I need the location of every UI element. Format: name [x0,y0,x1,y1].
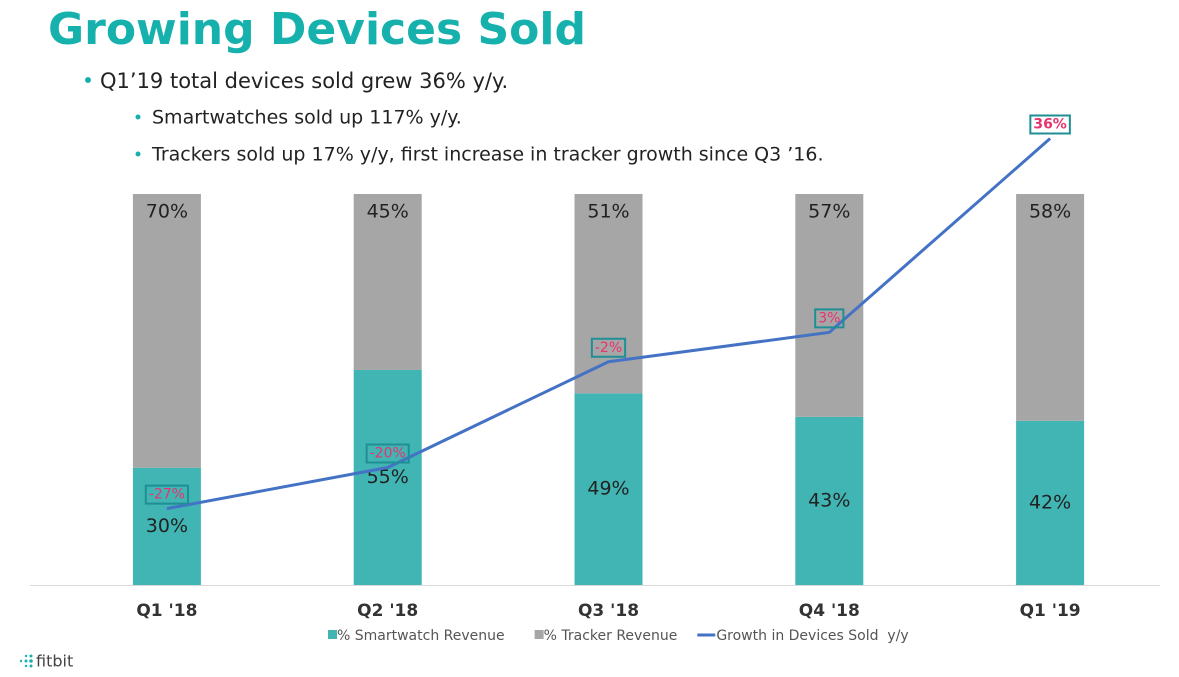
bar-segment [132,467,201,585]
bar-segment [574,194,643,394]
x-tick-label: Q1 '19 [1020,601,1081,621]
x-tick-label: Q2 '18 [357,601,418,621]
legend-label: % Tracker Revenue [544,628,678,644]
bar-label: 45% [367,201,409,223]
bullet: Smartwatches sold up 117% y/y. [152,107,462,129]
bar-label: 30% [146,515,188,537]
bar-label: 51% [587,201,629,223]
bullet-dot [135,151,141,157]
bullet: Q1’19 total devices sold grew 36% y/y. [100,69,508,93]
line-label-box [814,308,845,329]
line-label: -27% [149,487,185,503]
bar-segment [795,194,864,417]
logo-mark [19,654,33,668]
legend-swatch [328,630,337,639]
logo-text: fitbit [36,652,73,671]
bar-segment [1016,420,1085,585]
line-label-box [1029,114,1071,135]
line-label: -20% [370,446,406,462]
bar-label: 43% [808,489,850,511]
bar-label: 49% [587,478,629,500]
bar-segment [574,393,643,585]
line-label-box [144,484,189,505]
legend-label: % Smartwatch Revenue [337,628,505,644]
bar-label: 58% [1029,201,1071,223]
line-label: -2% [595,340,622,356]
bar-label: 70% [146,201,188,223]
x-tick-label: Q1 '18 [136,601,197,621]
bar-segment [132,194,201,468]
legend-label: Growth in Devices Sold y/y [716,628,908,644]
line-label: 36% [1033,117,1067,133]
x-tick-label: Q3 '18 [578,601,639,621]
bar-segment [353,194,422,370]
bar-segment [795,416,864,585]
legend-swatch [534,630,544,639]
bullet-dot [85,77,91,83]
line-label-box [365,443,410,464]
bar-segment [353,369,422,585]
slide-title: Growing Devices Sold [48,4,586,55]
bullet-dot [135,114,141,120]
bar-segment [1016,194,1085,421]
x-tick-label: Q4 '18 [799,601,860,621]
line-label: 3% [818,310,840,326]
bullet: Trackers sold up 17% y/y, first increase… [151,144,824,166]
line [166,137,1052,511]
bar-label: 57% [808,201,850,223]
bar-label: 42% [1029,491,1071,513]
bar-label: 55% [367,466,409,488]
line-label-box [590,337,627,358]
